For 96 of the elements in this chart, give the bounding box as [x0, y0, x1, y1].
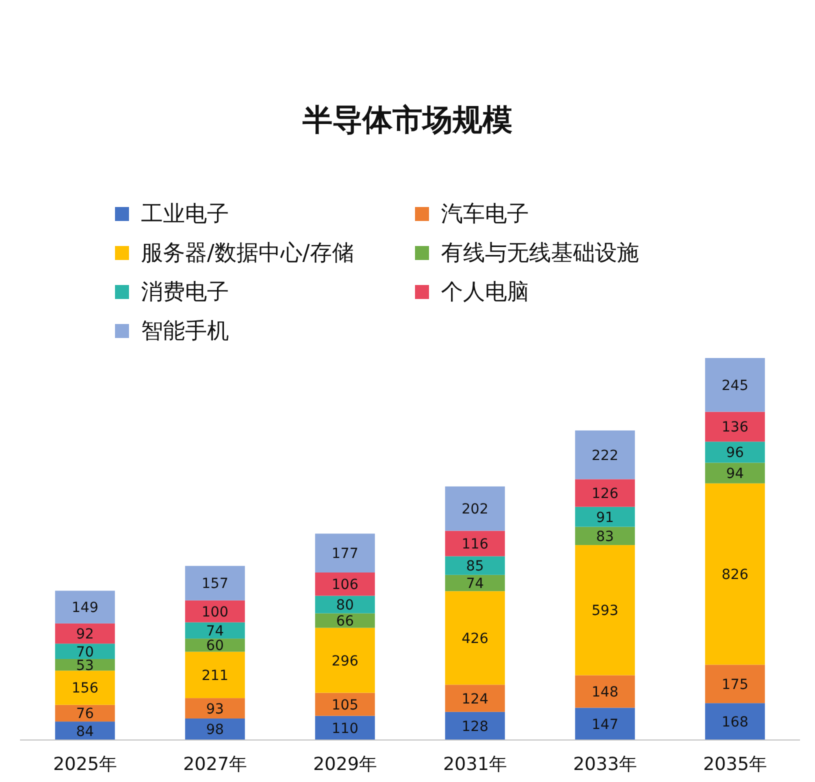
- bar: [315, 692, 375, 716]
- data-label: 83: [596, 528, 614, 545]
- bar: [315, 596, 375, 614]
- data-label: 116: [462, 536, 488, 553]
- legend-label: 个人电脑: [441, 280, 529, 305]
- bar: [185, 566, 245, 600]
- data-label: 60: [206, 638, 224, 654]
- data-label: 147: [592, 716, 618, 733]
- bar: [315, 716, 375, 740]
- data-label: 157: [202, 576, 228, 592]
- bar: [575, 526, 635, 546]
- data-label: 91: [596, 510, 614, 526]
- bar: [705, 483, 765, 665]
- bar: [55, 722, 115, 740]
- bar: [705, 358, 765, 412]
- x-tick-label: 2033年: [573, 754, 637, 775]
- bar: [315, 572, 375, 596]
- bar: [575, 506, 635, 527]
- x-tick-label: 2029年: [313, 754, 377, 775]
- data-label: 426: [462, 630, 488, 647]
- data-label: 245: [722, 378, 748, 394]
- data-label: 211: [202, 668, 228, 684]
- data-label: 93: [206, 701, 224, 718]
- data-label: 96: [726, 445, 744, 462]
- data-label: 74: [206, 623, 224, 640]
- bar: [445, 574, 505, 592]
- bar: [315, 534, 375, 572]
- bar: [185, 600, 245, 622]
- data-label: 126: [592, 486, 618, 502]
- data-label: 136: [722, 420, 748, 436]
- data-label: 98: [206, 722, 224, 738]
- data-label: 106: [332, 577, 358, 594]
- bar: [55, 644, 115, 659]
- bar: [55, 590, 115, 624]
- data-label: 222: [592, 448, 618, 464]
- bar: [705, 462, 765, 484]
- data-label: 66: [336, 614, 354, 630]
- legend-label: 智能手机: [141, 319, 229, 344]
- bar: [575, 675, 635, 708]
- bar: [315, 613, 375, 628]
- data-label: 593: [592, 603, 618, 620]
- bar: [705, 442, 765, 463]
- chart-title: 半导体市场规模: [302, 103, 512, 138]
- bar: [185, 718, 245, 740]
- legend-label: 消费电子: [141, 280, 229, 305]
- bar: [185, 698, 245, 718]
- data-label: 76: [76, 706, 94, 722]
- data-label: 175: [722, 676, 748, 693]
- data-label: 826: [722, 567, 748, 584]
- bar: [575, 708, 635, 740]
- legend-label: 工业电子: [141, 202, 229, 227]
- x-tick-label: 2031年: [443, 754, 507, 775]
- bar: [315, 628, 375, 693]
- data-label: 148: [592, 684, 618, 700]
- data-label: 74: [466, 576, 484, 592]
- bar: [705, 664, 765, 704]
- data-label: 168: [722, 714, 748, 731]
- bar: [445, 530, 505, 556]
- data-label: 53: [76, 658, 94, 674]
- data-label: 296: [332, 653, 358, 670]
- bar: [575, 545, 635, 676]
- data-label: 100: [202, 604, 228, 620]
- bar: [55, 623, 115, 644]
- bar: [185, 652, 245, 698]
- bar: [445, 712, 505, 740]
- x-tick-label: 2025年: [53, 754, 117, 775]
- bar: [705, 703, 765, 740]
- bar: [705, 412, 765, 442]
- x-tick-label: 2035年: [703, 754, 767, 775]
- bar: [55, 670, 115, 705]
- data-label: 80: [336, 598, 354, 614]
- bar: [445, 486, 505, 531]
- data-label: 85: [466, 558, 484, 575]
- bar: [575, 479, 635, 507]
- data-label: 84: [76, 724, 94, 740]
- data-label: 156: [72, 680, 98, 697]
- data-label: 149: [72, 600, 98, 616]
- data-label: 202: [462, 502, 488, 518]
- data-label: 177: [332, 546, 358, 562]
- bar: [445, 591, 505, 685]
- bar: [185, 622, 245, 639]
- bar: [445, 556, 505, 575]
- legend-label: 汽车电子: [441, 202, 529, 227]
- data-label: 128: [462, 718, 488, 735]
- bar: [55, 704, 115, 722]
- bar: [575, 430, 635, 480]
- legend-label: 有线与无线基础设施: [441, 241, 639, 266]
- data-label: 124: [462, 691, 488, 708]
- data-label: 92: [76, 626, 94, 643]
- legend-label: 服务器/数据中心/存储: [141, 241, 354, 266]
- x-tick-label: 2027年: [183, 754, 247, 775]
- data-label: 110: [332, 720, 358, 737]
- data-label: 70: [76, 644, 94, 660]
- bar: [445, 684, 505, 712]
- data-label: 105: [332, 697, 358, 714]
- data-label: 94: [726, 466, 744, 482]
